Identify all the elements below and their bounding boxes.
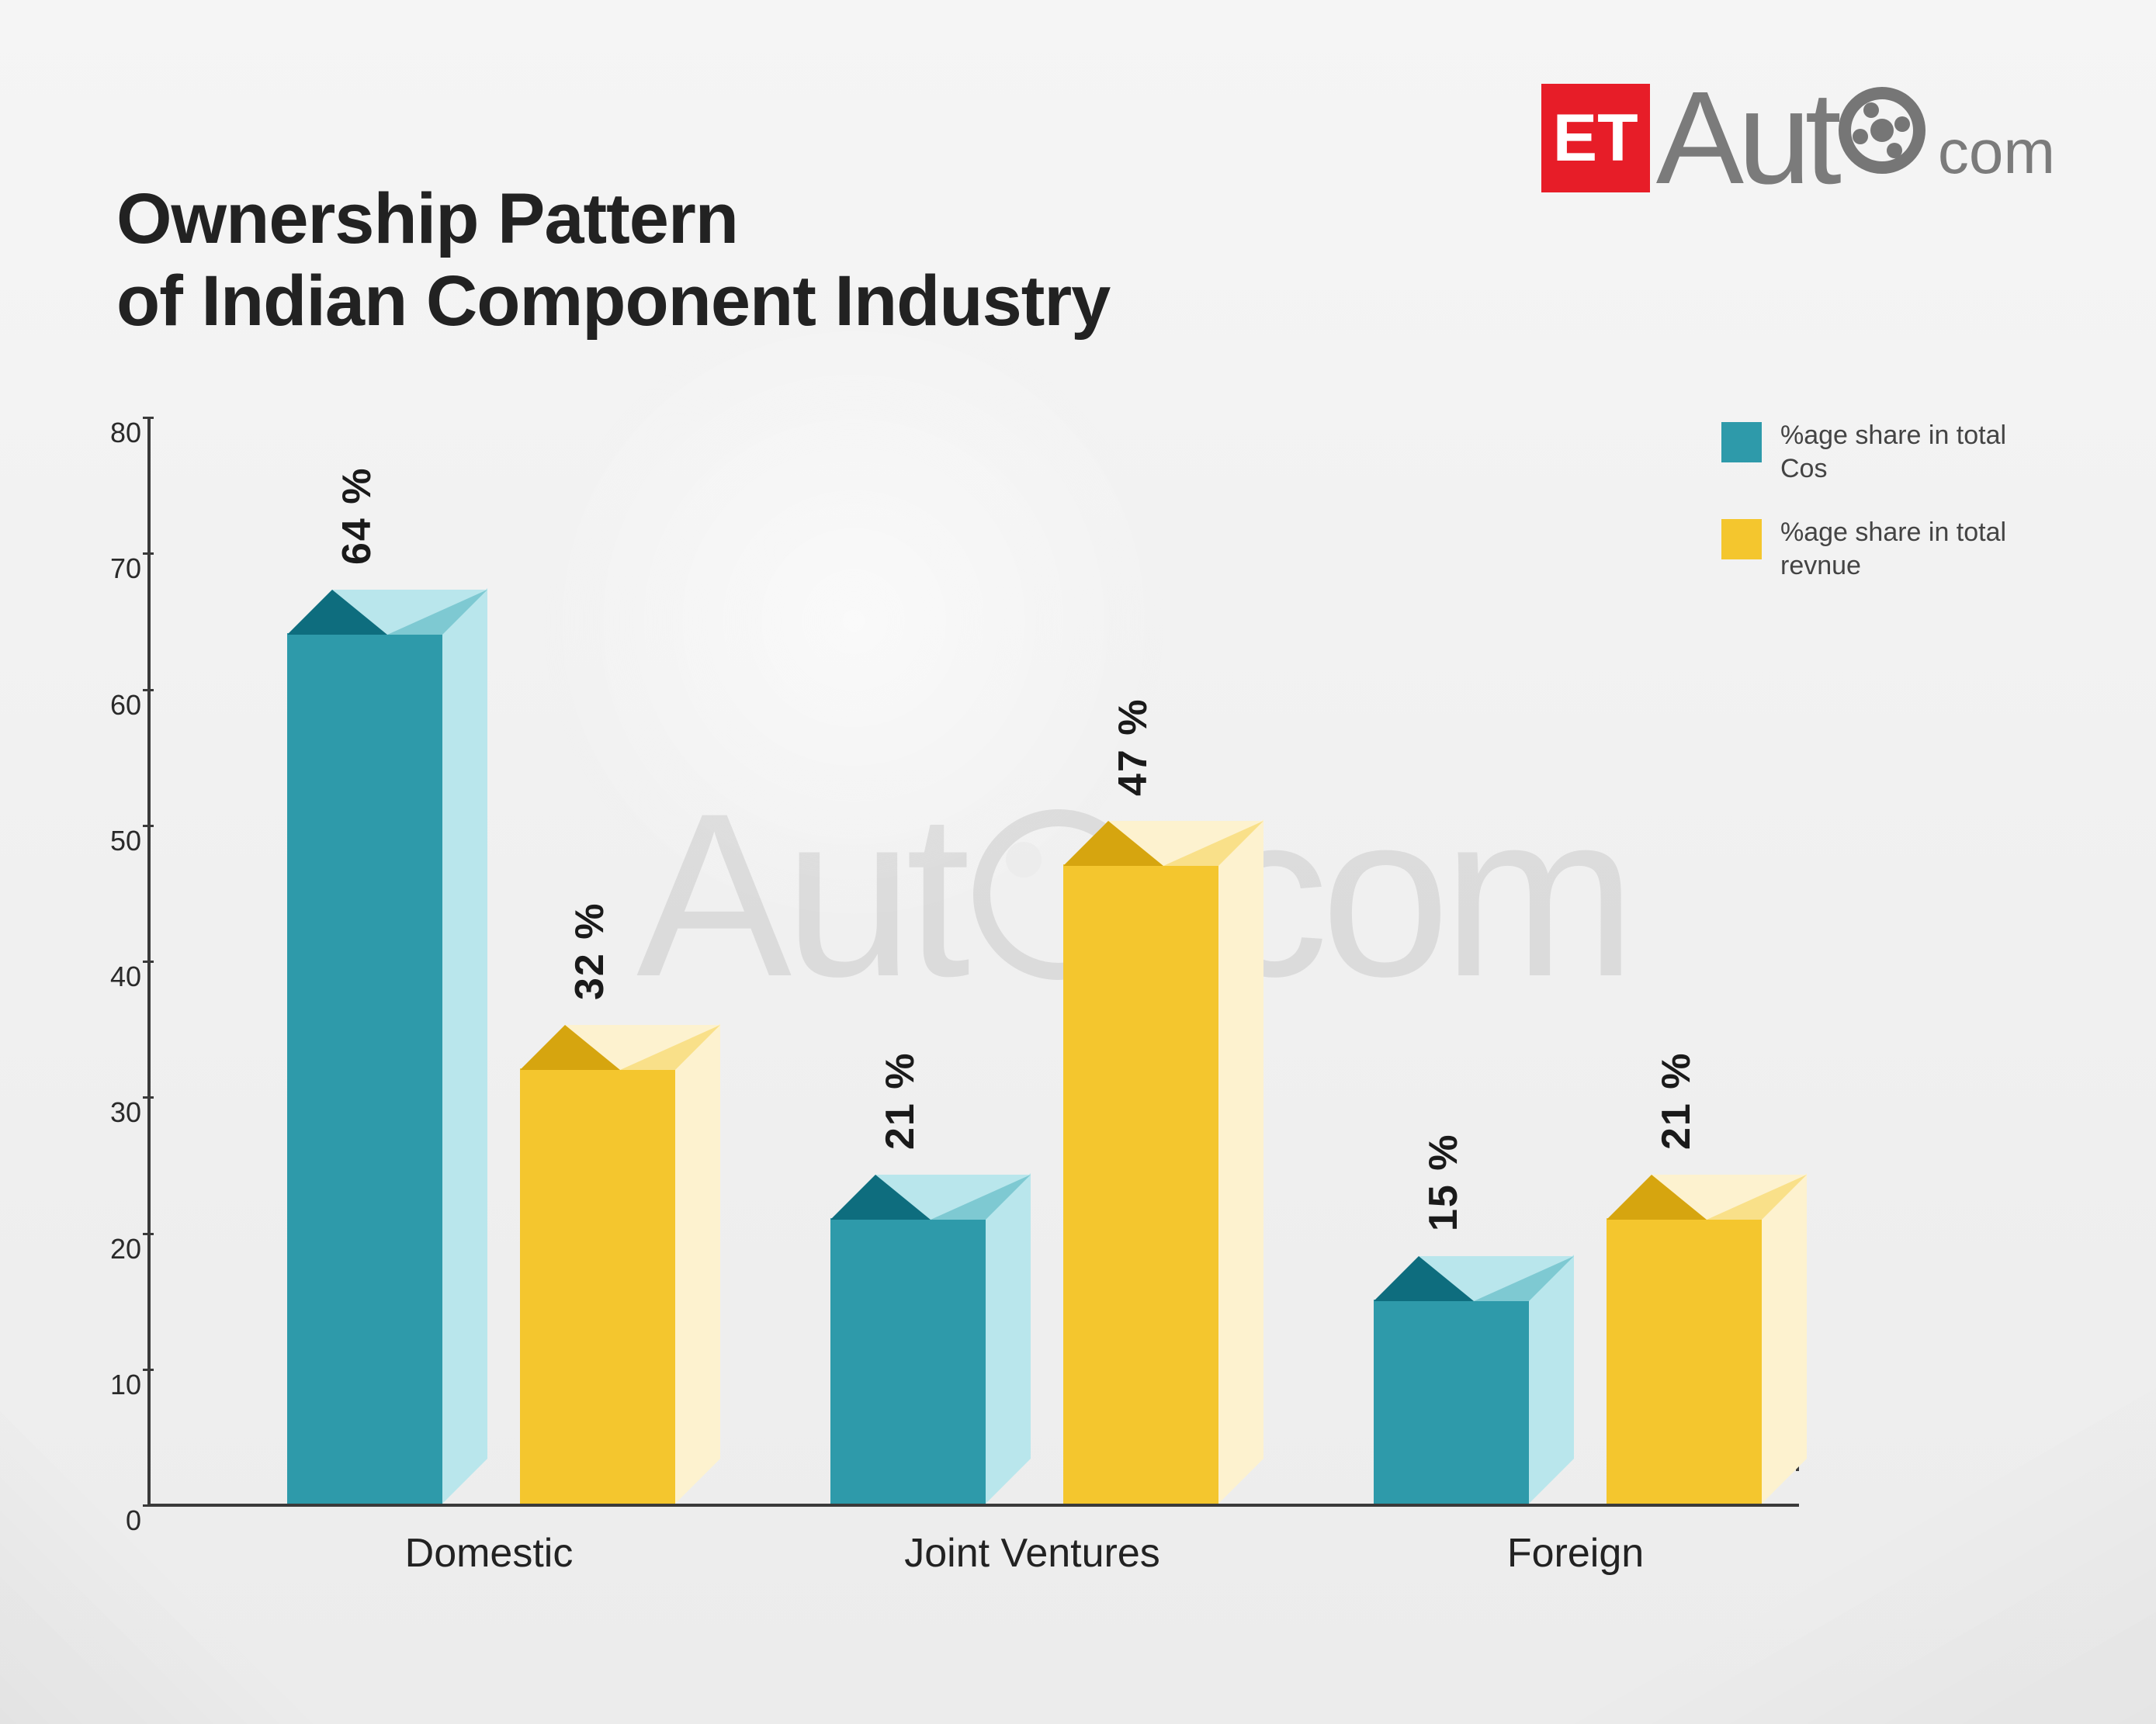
bar-side	[986, 1173, 1031, 1504]
x-axis	[147, 1504, 1799, 1507]
wheel-icon	[1839, 87, 1925, 174]
bar: 32 %	[520, 1068, 675, 1504]
bar: 15 %	[1374, 1300, 1529, 1504]
y-tick-mark	[143, 1504, 154, 1507]
bar: 47 %	[1063, 864, 1218, 1504]
bar-front	[830, 1218, 986, 1504]
bar-side	[675, 1023, 720, 1504]
bar-top	[1063, 821, 1263, 866]
category-label: Domestic	[295, 1530, 683, 1577]
bar-side	[1762, 1173, 1807, 1504]
y-tick-mark	[143, 1369, 154, 1371]
y-tick-mark	[143, 825, 154, 827]
bar-front	[287, 633, 442, 1504]
y-tick-mark	[143, 417, 154, 419]
y-axis	[147, 419, 151, 1507]
y-tick-label: 50	[84, 825, 141, 857]
bar-top	[520, 1025, 720, 1070]
logo-suffix: com	[1938, 116, 2055, 214]
bar-front	[520, 1068, 675, 1504]
bar-front	[1374, 1300, 1529, 1504]
y-tick-mark	[143, 1233, 154, 1235]
y-tick-mark	[143, 552, 154, 555]
canvas: Aut .com ET Aut com Ownership Pattern of…	[0, 0, 2156, 1724]
y-tick-label: 10	[84, 1369, 141, 1401]
chart-area: 01020304050607080Domestic 64 % 32 %Joint…	[116, 419, 2063, 1600]
category-label: Foreign	[1381, 1530, 1770, 1577]
logo-text: Aut	[1656, 62, 1930, 214]
y-tick-label: 0	[84, 1504, 141, 1537]
bar-value-label: 21 %	[877, 1051, 924, 1150]
bar-front	[1063, 864, 1218, 1504]
bar-side	[442, 588, 487, 1504]
bar-top	[287, 590, 487, 635]
bar-value-label: 64 %	[334, 467, 380, 566]
bar-value-label: 15 %	[1420, 1134, 1467, 1232]
bar-front	[1607, 1218, 1762, 1504]
y-tick-mark	[143, 1096, 154, 1099]
y-tick-label: 60	[84, 689, 141, 722]
bar-top	[830, 1175, 1031, 1220]
bar: 21 %	[830, 1218, 986, 1504]
bar: 21 %	[1607, 1218, 1762, 1504]
y-tick-mark	[143, 961, 154, 963]
logo-text-a: Aut	[1656, 62, 1835, 214]
bar-value-label: 21 %	[1653, 1051, 1700, 1150]
bar: 64 %	[287, 633, 442, 1504]
bar-top	[1374, 1256, 1574, 1301]
logo-badge: ET	[1541, 84, 1650, 192]
chart-title: Ownership Pattern of Indian Component In…	[116, 178, 1110, 343]
title-line-2: of Indian Component Industry	[116, 261, 1110, 343]
category-label: Joint Ventures	[838, 1530, 1226, 1577]
y-tick-label: 40	[84, 961, 141, 993]
y-tick-mark	[143, 689, 154, 691]
bar-side	[1218, 819, 1263, 1504]
y-tick-label: 20	[84, 1233, 141, 1265]
y-tick-label: 30	[84, 1096, 141, 1129]
bar-value-label: 47 %	[1110, 698, 1156, 797]
bar-top	[1607, 1175, 1807, 1220]
brand-logo: ET Aut com	[1541, 62, 2055, 214]
bar-value-label: 32 %	[567, 902, 613, 1001]
title-line-1: Ownership Pattern	[116, 178, 1110, 261]
y-tick-label: 70	[84, 552, 141, 585]
y-tick-label: 80	[84, 417, 141, 449]
